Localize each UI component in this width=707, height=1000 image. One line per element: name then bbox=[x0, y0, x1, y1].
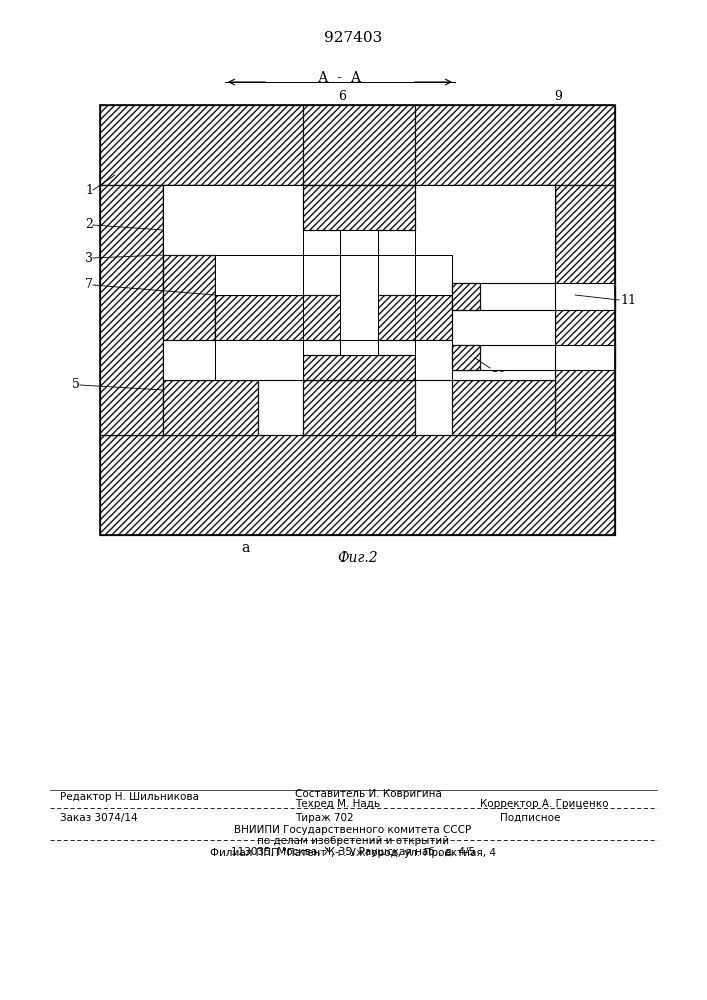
Bar bbox=[163, 380, 258, 435]
Text: 11: 11 bbox=[620, 294, 636, 306]
Bar bbox=[100, 105, 615, 185]
Text: 1: 1 bbox=[85, 184, 93, 196]
Text: по делам изобретений и открытий: по делам изобретений и открытий bbox=[257, 836, 449, 846]
Bar bbox=[163, 255, 215, 340]
Bar bbox=[415, 340, 452, 380]
Text: 3: 3 bbox=[85, 251, 93, 264]
Bar bbox=[555, 185, 615, 435]
Text: а: а bbox=[241, 541, 249, 555]
Text: 2: 2 bbox=[85, 219, 93, 232]
Bar bbox=[215, 255, 303, 295]
Text: 5: 5 bbox=[72, 378, 80, 391]
Bar bbox=[452, 283, 615, 310]
Bar bbox=[303, 380, 415, 435]
Bar bbox=[100, 185, 163, 435]
Bar bbox=[303, 185, 415, 230]
Text: А  -  А: А - А bbox=[318, 71, 361, 85]
Bar bbox=[452, 185, 555, 255]
Text: Редактор Н. Шильникова: Редактор Н. Шильникова bbox=[60, 792, 199, 802]
Text: 927403: 927403 bbox=[324, 31, 382, 45]
Bar bbox=[215, 340, 303, 380]
Text: 7: 7 bbox=[85, 278, 93, 292]
Bar bbox=[415, 255, 452, 295]
Text: Фиг.2: Фиг.2 bbox=[338, 551, 378, 565]
Text: Филиал ППП "Патент", г. Ужгород, ул. Проектная, 4: Филиал ППП "Патент", г. Ужгород, ул. Про… bbox=[210, 848, 496, 858]
Text: Техред М. Надь: Техред М. Надь bbox=[295, 799, 380, 809]
Bar bbox=[452, 345, 480, 370]
Bar bbox=[340, 230, 378, 355]
Bar bbox=[100, 435, 615, 535]
Text: Составитель И. Ковригина: Составитель И. Ковригина bbox=[295, 789, 442, 799]
Bar bbox=[163, 185, 258, 255]
Text: Заказ 3074/14: Заказ 3074/14 bbox=[60, 813, 138, 823]
Text: Корректор А. Гриценко: Корректор А. Гриценко bbox=[480, 799, 609, 809]
Text: 6: 6 bbox=[338, 90, 346, 103]
Text: Подписное: Подписное bbox=[500, 813, 561, 823]
Bar bbox=[452, 345, 615, 370]
Bar bbox=[303, 355, 415, 380]
Text: 113035, Москва, Ж-35, Раушская наб., д. 4/5: 113035, Москва, Ж-35, Раушская наб., д. … bbox=[231, 847, 475, 857]
Bar bbox=[452, 380, 555, 435]
Bar bbox=[303, 105, 415, 185]
Bar bbox=[215, 295, 452, 340]
Text: 9: 9 bbox=[554, 90, 562, 103]
Bar bbox=[452, 283, 480, 310]
Bar bbox=[100, 105, 615, 535]
Text: ВНИИПИ Государственного комитета СССР: ВНИИПИ Государственного комитета СССР bbox=[235, 825, 472, 835]
Text: 10: 10 bbox=[490, 361, 506, 374]
Bar bbox=[163, 185, 555, 380]
Text: Тираж 702: Тираж 702 bbox=[295, 813, 354, 823]
